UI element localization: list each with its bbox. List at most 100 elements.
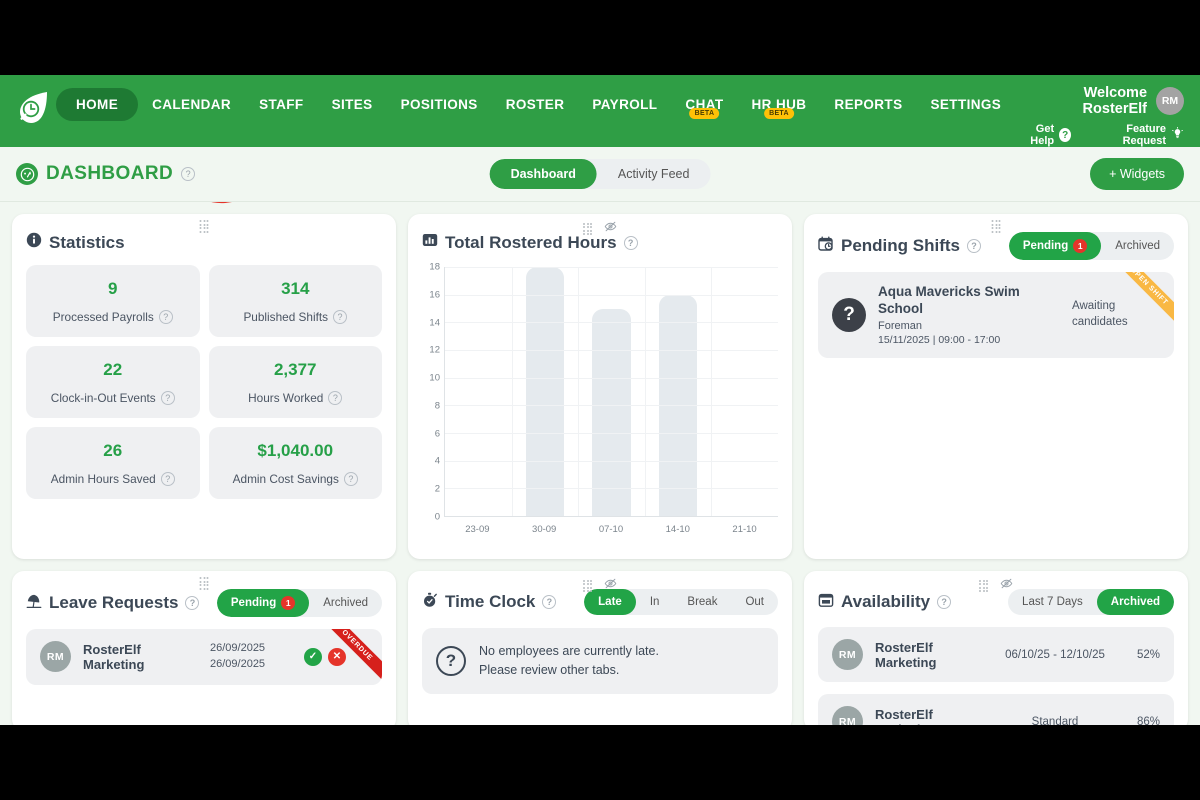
help-icon[interactable]: ? <box>158 310 173 324</box>
tab-in[interactable]: In <box>649 596 660 608</box>
chart-bar-column[interactable] <box>512 267 579 516</box>
availability-row[interactable]: RM RosterElf Marketing Standard 86% <box>818 694 1174 725</box>
tab-archived[interactable]: Archived <box>1096 589 1174 615</box>
shift-datetime: 15/11/2025 | 09:00 - 17:00 <box>878 333 1001 346</box>
page-title-text: DASHBOARD <box>46 163 174 184</box>
add-widgets-button[interactable]: + Widgets <box>1090 158 1184 190</box>
grid-line <box>711 267 713 516</box>
drag-handle-icon[interactable] <box>979 579 988 593</box>
leave-dates: 26/09/2025 26/09/2025 <box>210 641 292 673</box>
page-title: DASHBOARD ? <box>16 163 196 185</box>
chart-bar-column[interactable] <box>711 267 778 516</box>
nav-item-staff[interactable]: STAFF <box>245 89 318 120</box>
eye-slash-icon[interactable] <box>604 220 617 238</box>
chart-bar-column[interactable] <box>578 267 645 516</box>
tab-pending[interactable]: Pending 1 <box>1008 232 1102 260</box>
help-icon[interactable]: ? <box>333 310 348 324</box>
get-help-link[interactable]: Get Help ? <box>1015 123 1072 147</box>
leaf-clock-logo[interactable] <box>12 86 56 130</box>
stat-card[interactable]: 26 Admin Hours Saved ? <box>26 427 200 499</box>
grid-line <box>445 294 778 296</box>
beta-badge: BETA <box>764 108 794 119</box>
rostered-hours-title-text: Total Rostered Hours <box>445 232 617 252</box>
nav-item-settings[interactable]: SETTINGS <box>916 89 1015 120</box>
stat-label: Published Shifts ? <box>215 310 377 324</box>
decline-button[interactable]: ✕ <box>328 647 346 666</box>
drag-handle-icon[interactable] <box>583 579 592 593</box>
tab-archived[interactable]: Archived <box>323 597 368 609</box>
chart-bar-column[interactable] <box>445 267 512 516</box>
feature-request-link[interactable]: Feature Request <box>1093 123 1184 147</box>
nav-item-hr-hub[interactable]: HR HUB BETA <box>738 89 821 120</box>
nav-right-section: Welcome RosterElf RM Get Help ? Feature … <box>1015 85 1188 147</box>
nav-item-sites[interactable]: SITES <box>318 89 387 120</box>
availability-tabs: Last 7 Days Archived <box>1008 589 1174 615</box>
eye-slash-icon[interactable] <box>1000 577 1013 595</box>
tab-last-7-days[interactable]: Last 7 Days <box>1022 596 1083 608</box>
grid-line <box>644 267 646 516</box>
stat-label-text: Clock-in-Out Events <box>50 391 156 405</box>
rostered-hours-title: Total Rostered Hours ? <box>422 232 638 253</box>
leave-requests-title: Leave Requests ? <box>26 593 200 614</box>
help-row: Get Help ? Feature Request <box>1015 123 1184 147</box>
stat-label-text: Admin Hours Saved <box>50 472 156 486</box>
stat-label: Processed Payrolls ? <box>32 310 194 324</box>
nav-item-calendar[interactable]: CALENDAR <box>138 89 245 120</box>
nav-item-reports[interactable]: REPORTS <box>820 89 916 120</box>
drag-handle-icon[interactable] <box>199 577 209 590</box>
tab-archived[interactable]: Archived <box>1115 240 1160 252</box>
help-icon[interactable]: ? <box>160 472 175 486</box>
time-clock-title: Time Clock ? <box>422 592 557 613</box>
drag-handle-icon[interactable] <box>583 222 592 236</box>
stat-card[interactable]: 314 Published Shifts ? <box>208 265 382 337</box>
avatar[interactable]: RM <box>1156 87 1184 115</box>
availability-employee-name: RosterElf Marketing <box>875 706 936 726</box>
grid-line <box>445 267 778 268</box>
top-navigation-bar: HOME CALENDAR STAFF SITES POSITIONS ROST… <box>0 75 1200 206</box>
question-mark-icon: ? <box>1059 128 1072 142</box>
help-icon[interactable]: ? <box>542 595 557 609</box>
tab-pending[interactable]: Pending 1 <box>216 589 310 617</box>
nav-item-home[interactable]: HOME <box>56 88 139 121</box>
nav-item-chat[interactable]: CHAT BETA <box>671 89 737 120</box>
y-tick-label: 8 <box>434 400 440 412</box>
tab-activity-feed[interactable]: Activity Feed <box>617 167 690 181</box>
empty-line-2: Please review other tabs. <box>479 662 620 677</box>
chart-bar[interactable] <box>592 308 631 516</box>
stat-card[interactable]: 22 Clock-in-Out Events ? <box>26 346 200 418</box>
tab-dashboard[interactable]: Dashboard <box>489 159 597 189</box>
stat-card[interactable]: 2,377 Hours Worked ? <box>208 346 382 418</box>
help-icon[interactable]: ? <box>160 391 175 405</box>
tab-out[interactable]: Out <box>745 596 764 608</box>
chart-bar-column[interactable] <box>645 267 712 516</box>
help-icon[interactable]: ? <box>937 595 952 609</box>
shift-details: Aqua Mavericks Swim School Foreman 15/11… <box>878 284 1060 346</box>
tab-break[interactable]: Break <box>687 596 718 608</box>
help-icon[interactable]: ? <box>328 391 343 405</box>
help-icon[interactable]: ? <box>181 167 196 181</box>
chart-bar[interactable] <box>525 267 565 516</box>
pending-shift-row[interactable]: ? Aqua Mavericks Swim School Foreman 15/… <box>818 272 1174 358</box>
help-icon[interactable]: ? <box>343 472 358 486</box>
nav-label: POSITIONS <box>400 97 478 112</box>
availability-row[interactable]: RM RosterElf Marketing 06/10/25 - 12/10/… <box>818 627 1174 682</box>
availability-range: 06/10/25 - 12/10/25 <box>1005 648 1105 661</box>
approve-button[interactable]: ✓ <box>304 647 322 666</box>
stat-card[interactable]: 9 Processed Payrolls ? <box>26 265 200 337</box>
drag-handle-icon[interactable] <box>991 220 1001 233</box>
nav-item-positions[interactable]: POSITIONS <box>387 89 492 120</box>
leave-requests-header: Leave Requests ? Pending 1 Archived <box>12 571 396 617</box>
help-icon[interactable]: ? <box>967 239 981 253</box>
nav-item-roster[interactable]: ROSTER <box>492 89 579 120</box>
drag-handle-icon[interactable] <box>199 220 209 233</box>
help-icon[interactable]: ? <box>185 596 200 610</box>
pending-shifts-tabs: Pending 1 Archived <box>1008 232 1174 260</box>
help-icon[interactable]: ? <box>623 235 638 250</box>
availability-employee-name: RosterElf Marketing <box>875 639 937 670</box>
stat-card[interactable]: $1,040.00 Admin Cost Savings ? <box>208 427 382 499</box>
leave-request-row[interactable]: RM RosterElf Marketing 26/09/2025 26/09/… <box>26 629 382 685</box>
eye-slash-icon[interactable] <box>604 577 617 595</box>
tab-late[interactable]: Late <box>584 589 636 615</box>
card-tools <box>199 220 209 233</box>
nav-item-payroll[interactable]: PAYROLL <box>578 89 671 120</box>
